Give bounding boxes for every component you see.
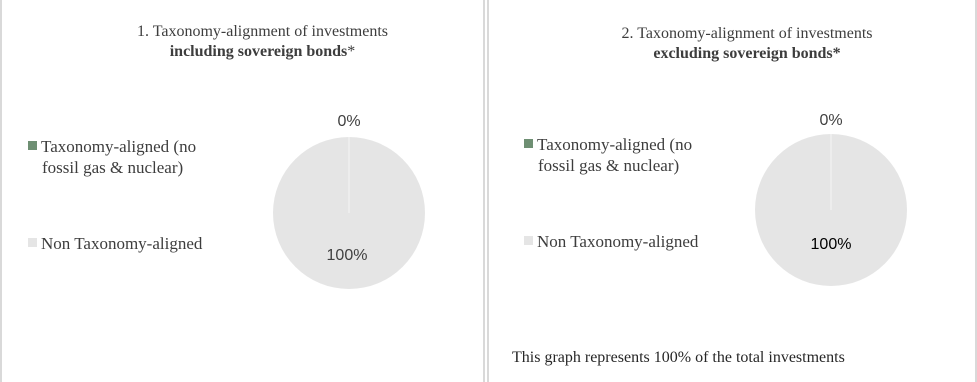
chart-title: 2. Taxonomy-alignment of investments exc… <box>489 24 975 64</box>
legend-item-aligned-cont: fossil gas & nuclear) <box>42 157 183 178</box>
legend-item-aligned-cont: fossil gas & nuclear) <box>538 155 679 176</box>
legend-item-non-aligned: Non Taxonomy-aligned <box>28 233 202 254</box>
pie-chart-svg: 0% 100% <box>755 112 907 286</box>
legend-label-non-aligned: Non Taxonomy-aligned <box>41 234 203 253</box>
chart-panel-including-sovereign-bonds: 1. Taxonomy-alignment of investments inc… <box>0 0 485 382</box>
legend-item-non-aligned: Non Taxonomy-aligned <box>524 231 698 252</box>
data-label-aligned: 0% <box>819 112 842 129</box>
legend-item-aligned: Taxonomy-aligned (no <box>524 134 692 155</box>
data-label-non-aligned: 100% <box>811 236 852 253</box>
legend-label-aligned-line1: Taxonomy-aligned (no <box>537 135 693 154</box>
data-label-aligned: 0% <box>337 113 360 130</box>
legend-label-aligned-line1: Taxonomy-aligned (no <box>41 137 197 156</box>
legend-label-aligned-line2: fossil gas & nuclear) <box>538 156 680 175</box>
chart-title-line1: 1. Taxonomy-alignment of investments <box>137 23 388 40</box>
data-label-non-aligned: 100% <box>327 247 368 264</box>
pie-chart-svg: 0% 100% <box>273 113 425 289</box>
footnote: This graph represents 100% of the total … <box>512 349 845 366</box>
chart-title-bold: including sovereign bonds <box>169 43 348 60</box>
legend-item-aligned: Taxonomy-aligned (no <box>28 136 196 157</box>
legend-swatch-aligned <box>28 141 37 150</box>
chart-panel-excluding-sovereign-bonds: 2. Taxonomy-alignment of investments exc… <box>487 0 977 382</box>
legend-label-non-aligned: Non Taxonomy-aligned <box>537 232 699 251</box>
legend-label-aligned-line2: fossil gas & nuclear) <box>42 158 184 177</box>
legend-swatch-aligned <box>524 139 533 148</box>
legend-swatch-non-aligned <box>524 236 533 245</box>
chart-title-suffix: * <box>347 43 356 60</box>
legend: Taxonomy-aligned (no fossil gas & nuclea… <box>524 134 774 254</box>
legend-swatch-non-aligned <box>28 238 37 247</box>
legend: Taxonomy-aligned (no fossil gas & nuclea… <box>28 136 278 256</box>
chart-title: 1. Taxonomy-alignment of investments inc… <box>2 22 483 62</box>
chart-title-bold: excluding sovereign bonds* <box>653 45 841 62</box>
chart-title-line1: 2. Taxonomy-alignment of investments <box>621 25 873 42</box>
